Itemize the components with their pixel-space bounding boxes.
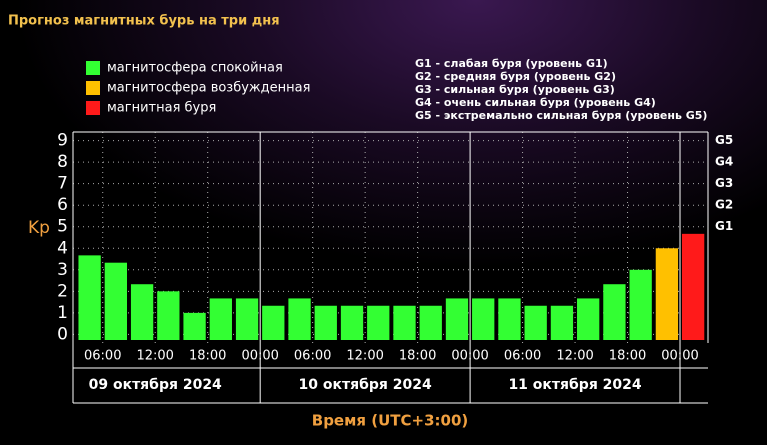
x-axis-label: Время (UTC+3:00) — [312, 412, 468, 430]
bar — [655, 248, 679, 340]
bar — [550, 305, 574, 340]
y2-tick-label: G2 — [715, 198, 733, 212]
bar — [577, 298, 600, 340]
y-tick-label: 9 — [57, 131, 68, 151]
legend-label: магнитосфера возбужденная — [107, 81, 310, 96]
x-tick-label: 12:00 — [556, 349, 593, 364]
bar — [393, 305, 416, 340]
bar — [183, 312, 206, 340]
x-tick-label: 12:00 — [136, 349, 173, 364]
legend-swatch — [86, 101, 100, 115]
y-tick-label: 8 — [57, 152, 68, 172]
legend-label: магнитная буря — [107, 101, 216, 116]
bar — [367, 305, 390, 340]
x-tick-label: 06:00 — [294, 349, 331, 364]
x-tick-label: 18:00 — [399, 349, 436, 364]
y-tick-label: 5 — [57, 217, 68, 237]
y-tick-label: 1 — [57, 303, 68, 323]
bar — [262, 305, 285, 340]
x-tick-label: 00:00 — [451, 349, 488, 364]
bar — [340, 305, 364, 340]
legend-swatch — [86, 81, 100, 95]
bar — [681, 233, 705, 340]
day-label: 10 октября 2024 — [299, 377, 432, 393]
x-tick-label: 00:00 — [241, 349, 278, 364]
y-tick-label: 7 — [57, 174, 68, 194]
x-tick-label: 18:00 — [189, 349, 226, 364]
day-label: 11 октября 2024 — [508, 377, 641, 393]
storm-level: G1 - слабая буря (уровень G1) — [415, 57, 608, 70]
x-tick-label: 06:00 — [504, 349, 541, 364]
bar — [524, 305, 547, 340]
storm-level: G2 - средняя буря (уровень G2) — [415, 70, 616, 83]
storm-level: G3 - сильная буря (уровень G3) — [415, 83, 615, 96]
bar — [314, 305, 337, 340]
bar — [629, 269, 652, 340]
y2-tick-label: G4 — [715, 155, 733, 169]
y-tick-label: 0 — [57, 324, 68, 344]
bar — [498, 298, 521, 340]
x-tick-label: 00:00 — [661, 349, 698, 364]
storm-level: G4 - очень сильная буря (уровень G4) — [415, 96, 656, 109]
y2-tick-label: G1 — [715, 219, 733, 233]
bar — [603, 284, 626, 340]
y-axis-label: Kp — [28, 218, 50, 238]
chart-title: Прогноз магнитных бурь на три дня — [8, 14, 280, 29]
bar — [78, 255, 101, 340]
bar — [288, 298, 311, 340]
y2-tick-label: G3 — [715, 176, 733, 190]
y2-tick-label: G5 — [715, 133, 733, 147]
bar — [104, 262, 128, 340]
legend-swatch — [86, 61, 100, 75]
x-tick-label: 12:00 — [346, 349, 383, 364]
y-tick-label: 2 — [57, 281, 68, 301]
bar — [235, 298, 259, 340]
y-tick-label: 6 — [57, 195, 68, 215]
x-tick-label: 06:00 — [84, 349, 121, 364]
y-tick-label: 4 — [57, 238, 68, 258]
bar — [445, 298, 469, 340]
day-label: 09 октября 2024 — [89, 377, 222, 393]
x-tick-label: 18:00 — [609, 349, 646, 364]
bar — [130, 284, 154, 340]
bar — [419, 305, 442, 340]
bar — [209, 298, 232, 340]
y-tick-label: 3 — [57, 260, 68, 280]
bar — [472, 298, 495, 340]
legend-label: магнитосфера спокойная — [107, 61, 283, 76]
storm-level: G5 - экстремально сильная буря (уровень … — [415, 109, 707, 122]
bar — [157, 291, 180, 340]
